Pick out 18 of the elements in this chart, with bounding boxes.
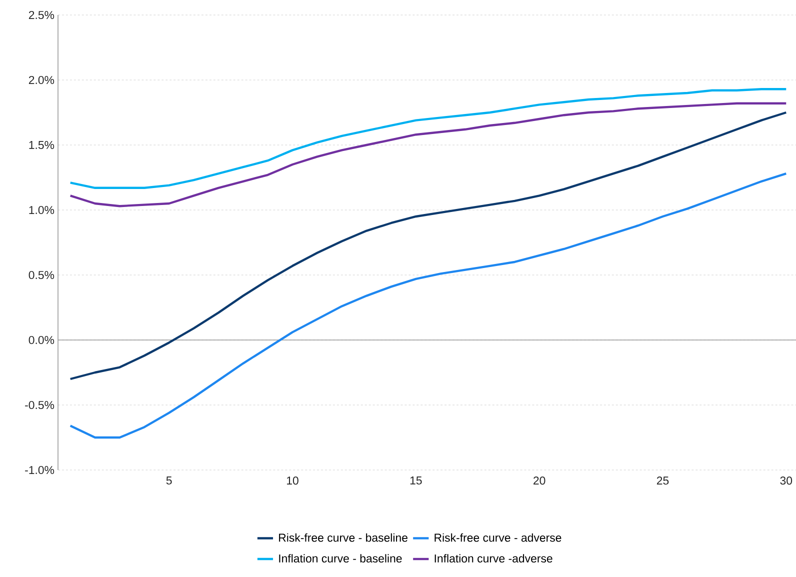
legend-label: Risk-free curve - adverse <box>434 533 562 542</box>
y-tick-label: 2.0% <box>28 76 54 84</box>
legend-label: Inflation curve -adverse <box>434 554 552 563</box>
y-tick-label: 2.5% <box>28 10 54 20</box>
y-tick-label: -0.5% <box>25 400 54 410</box>
y-tick-label: -1.0% <box>25 466 54 474</box>
legend-label: Risk-free curve - baseline <box>279 533 408 542</box>
y-tick-label: 1.5% <box>29 140 54 150</box>
y-tick-label: 0.5% <box>28 270 54 280</box>
y-tick-label: 0.0% <box>28 336 54 344</box>
x-tick-label: 30 <box>780 476 792 485</box>
legend-label: Inflation curve - baseline <box>279 554 402 563</box>
x-tick-label: 20 <box>534 476 546 485</box>
x-tick-label: 25 <box>656 476 669 485</box>
x-tick-label: 5 <box>166 476 172 485</box>
x-tick-label: 15 <box>410 476 422 485</box>
x-tick-label: 10 <box>286 476 298 485</box>
y-tick-label: 1.0% <box>29 206 54 214</box>
